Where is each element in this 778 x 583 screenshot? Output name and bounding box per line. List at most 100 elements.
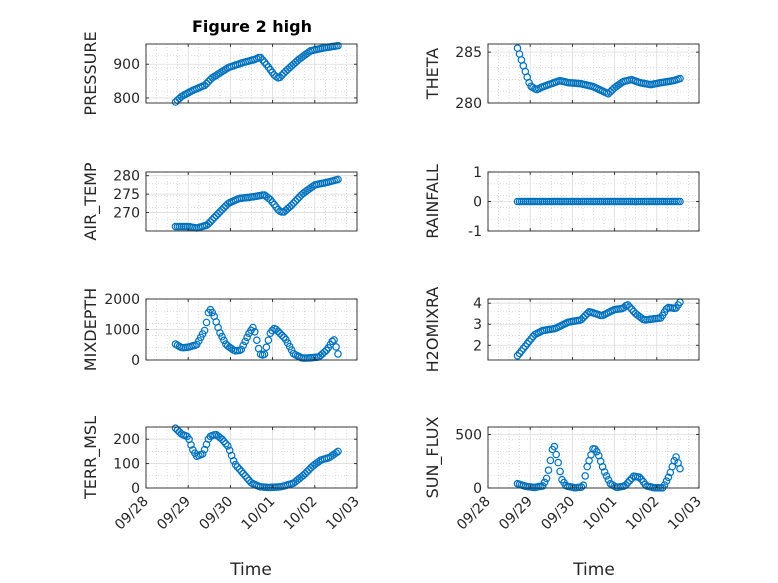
data-point [239,469,248,478]
data-point [544,466,553,475]
data-point [625,476,634,485]
data-point [602,472,611,480]
subplot-theta: 280 285 THETA [423,43,700,112]
x-tick-label: 10/02 [623,494,663,534]
data-point [301,469,309,478]
data-point [581,311,590,320]
data-point [577,315,586,324]
data-point [214,209,222,218]
x-tick-label: 09/29 [154,494,194,534]
data-point [276,73,284,82]
data-point [200,326,209,335]
y-tick-label: -1 [468,224,482,240]
data-point [272,325,280,334]
subplot-air-temp: 270 275 280 AIR_TEMP [81,162,358,241]
data-point [305,465,313,474]
data-point [216,329,224,337]
data-point [664,473,673,482]
data-point [220,204,228,212]
data-point [334,447,342,456]
y-tick-label: 0 [131,353,140,369]
data-point [237,467,246,476]
data-point [274,327,282,336]
y-tick-label: 500 [455,427,482,443]
data-point [291,197,300,205]
y-axis-label: AIR_TEMP [81,162,101,240]
x-tick-label: 09/28 [112,494,152,534]
data-point [293,195,302,203]
data-point [670,456,679,465]
y-tick-label: 1000 [104,323,140,339]
y-tick-label: 0 [473,195,482,211]
y-axis-label-part: SUN_ [423,456,443,499]
subplot-rainfall: -1 0 1 RAINFALL [423,164,700,240]
data-point [198,450,207,458]
data-point [241,337,250,346]
y-axis-label: RAINFALL [423,164,442,239]
y-tick-label: 0 [131,481,140,497]
data-point [278,71,286,80]
data-point [278,331,286,340]
data-point [546,456,555,465]
data-point [252,336,261,345]
x-axis-label-left: Time [229,560,272,580]
data-point [222,439,230,448]
data-point [635,473,644,482]
data-point [332,448,340,457]
data-point [262,343,271,352]
x-tick-label: 10/02 [281,494,321,534]
y-tick-label: 100 [113,457,140,473]
data-point [224,442,232,450]
axes-background [488,44,699,103]
data-point [204,220,213,228]
y-tick-label: 1 [473,165,482,181]
x-tick-label: 09/28 [454,494,494,534]
y-axis-label: MIXDEPTH [81,288,100,371]
x-axis-label-right: Time [572,560,615,580]
y-tick-label: 200 [113,432,140,448]
data-point [212,211,221,220]
y-tick-label: 4 [473,296,482,312]
data-point [616,80,624,88]
data-point [334,175,342,184]
data-point [623,478,632,487]
data-point [264,194,273,202]
y-axis-label-part: TERR_ [81,448,101,500]
data-point [260,58,269,67]
y-tick-label: 2000 [104,292,140,308]
data-point [676,464,684,473]
data-point [676,74,684,83]
subplot-terr-msl: 0 100 200 TERR_MSL 09/28 09/29 09/30 10/01 10/02… [81,416,363,533]
x-tick-label: 10/03 [665,494,705,534]
y-axis-label-part: MSL [81,416,100,449]
data-point [239,341,248,350]
data-point [625,303,634,311]
data-point [538,482,547,490]
x-tick-label: 10/01 [581,494,621,534]
data-point [334,41,342,50]
data-point [289,199,298,208]
data-point [212,71,221,80]
x-tick-label: 10/01 [239,494,279,534]
y-axis-label: SUN_FLUX [423,417,443,499]
data-point [525,337,533,346]
data-point [243,474,251,482]
y-axis-label: PRESSURE [81,31,100,115]
x-tick-label: 09/30 [196,494,236,534]
x-tick-label: 09/29 [496,494,536,534]
data-point [202,79,211,88]
data-point [577,483,586,491]
data-point [513,351,522,360]
data-point [233,463,242,471]
data-point [604,89,613,98]
y-tick-label: 280 [455,96,482,112]
y-axis-label-part: FLUX [423,417,442,457]
data-point [550,442,559,451]
axes-box [487,43,700,104]
subplot-h2omixra: 2 3 4 H2OMIXRA [423,287,700,372]
data-point [581,472,590,480]
data-point [218,435,226,444]
data-point [579,313,588,322]
